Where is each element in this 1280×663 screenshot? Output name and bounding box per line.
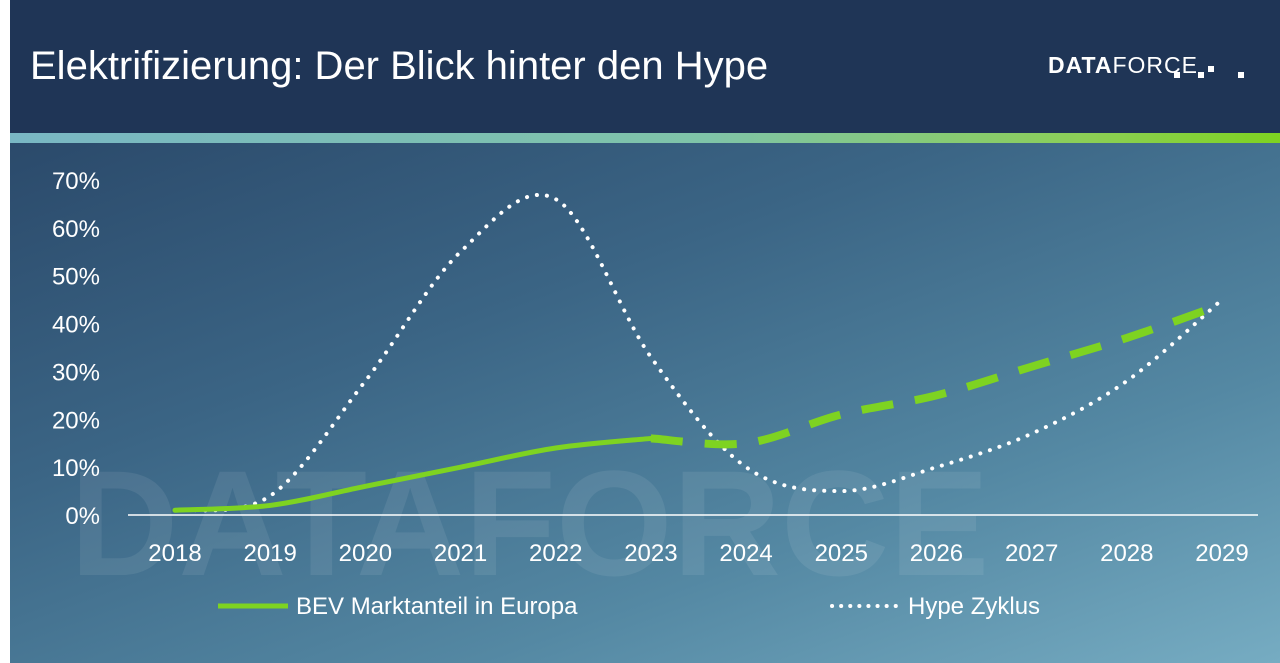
x-tick-label: 2025 <box>815 540 868 567</box>
x-tick-label: 2029 <box>1195 540 1248 567</box>
x-tick-label: 2023 <box>624 540 677 567</box>
series-hype-zyklus <box>173 192 1224 513</box>
legend-label-hype: Hype Zyklus <box>908 593 1040 620</box>
logo-dot <box>1174 72 1180 78</box>
header-bar: Elektrifizierung: Der Blick hinter den H… <box>10 0 1280 133</box>
logo-text-bold: DATA <box>1048 52 1113 78</box>
chart-background <box>10 143 1280 663</box>
logo-dot <box>1238 72 1244 78</box>
page-title: Elektrifizierung: Der Blick hinter den H… <box>30 44 769 88</box>
logo-dot <box>1198 72 1204 78</box>
chart-series <box>172 192 1224 513</box>
watermark-dataforce: DATAFORCE <box>70 439 989 607</box>
legend-label-bev: BEV Marktanteil in Europa <box>296 593 578 620</box>
y-tick-label: 40% <box>52 312 100 339</box>
y-tick-label: 60% <box>52 216 100 243</box>
x-tick-label: 2027 <box>1005 540 1058 567</box>
x-tick-label: 2021 <box>434 540 487 567</box>
series-bev-actual <box>172 435 654 513</box>
x-tick-label: 2019 <box>243 540 296 567</box>
series-bev-forecast <box>650 300 1224 449</box>
y-tick-label: 50% <box>52 264 100 291</box>
chart-legend: BEV Marktanteil in Europa Hype Zyklus <box>218 593 1040 620</box>
x-tick-label: 2020 <box>339 540 392 567</box>
x-tick-label: 2028 <box>1100 540 1153 567</box>
dataforce-logo: DATAFORCE <box>1048 52 1198 88</box>
accent-strip <box>10 133 1280 143</box>
x-tick-label: 2026 <box>910 540 963 567</box>
logo-dot <box>1208 66 1214 72</box>
x-tick-label: 2022 <box>529 540 582 567</box>
chart-axes: 0% 10% 20% 30% 40% 50% 60% 70% 2018 2019 2020 2021 2… <box>52 168 1258 567</box>
y-tick-label: 0% <box>65 503 100 530</box>
x-tick-label: 2024 <box>719 540 772 567</box>
y-tick-label: 10% <box>52 455 100 482</box>
logo-text-light: FORCE <box>1112 52 1198 78</box>
y-tick-label: 70% <box>52 168 100 195</box>
y-tick-label: 30% <box>52 359 100 386</box>
x-tick-label: 2018 <box>148 540 201 567</box>
watermark-text: DATAFORCE <box>70 439 989 607</box>
y-tick-label: 20% <box>52 407 100 434</box>
